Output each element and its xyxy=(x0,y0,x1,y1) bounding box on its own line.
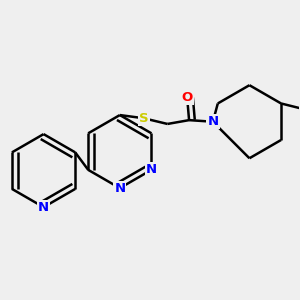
Text: N: N xyxy=(38,201,49,214)
Text: N: N xyxy=(114,182,125,195)
Text: N: N xyxy=(146,164,157,176)
Text: O: O xyxy=(182,92,193,104)
Text: N: N xyxy=(207,115,218,128)
Text: S: S xyxy=(139,112,148,125)
